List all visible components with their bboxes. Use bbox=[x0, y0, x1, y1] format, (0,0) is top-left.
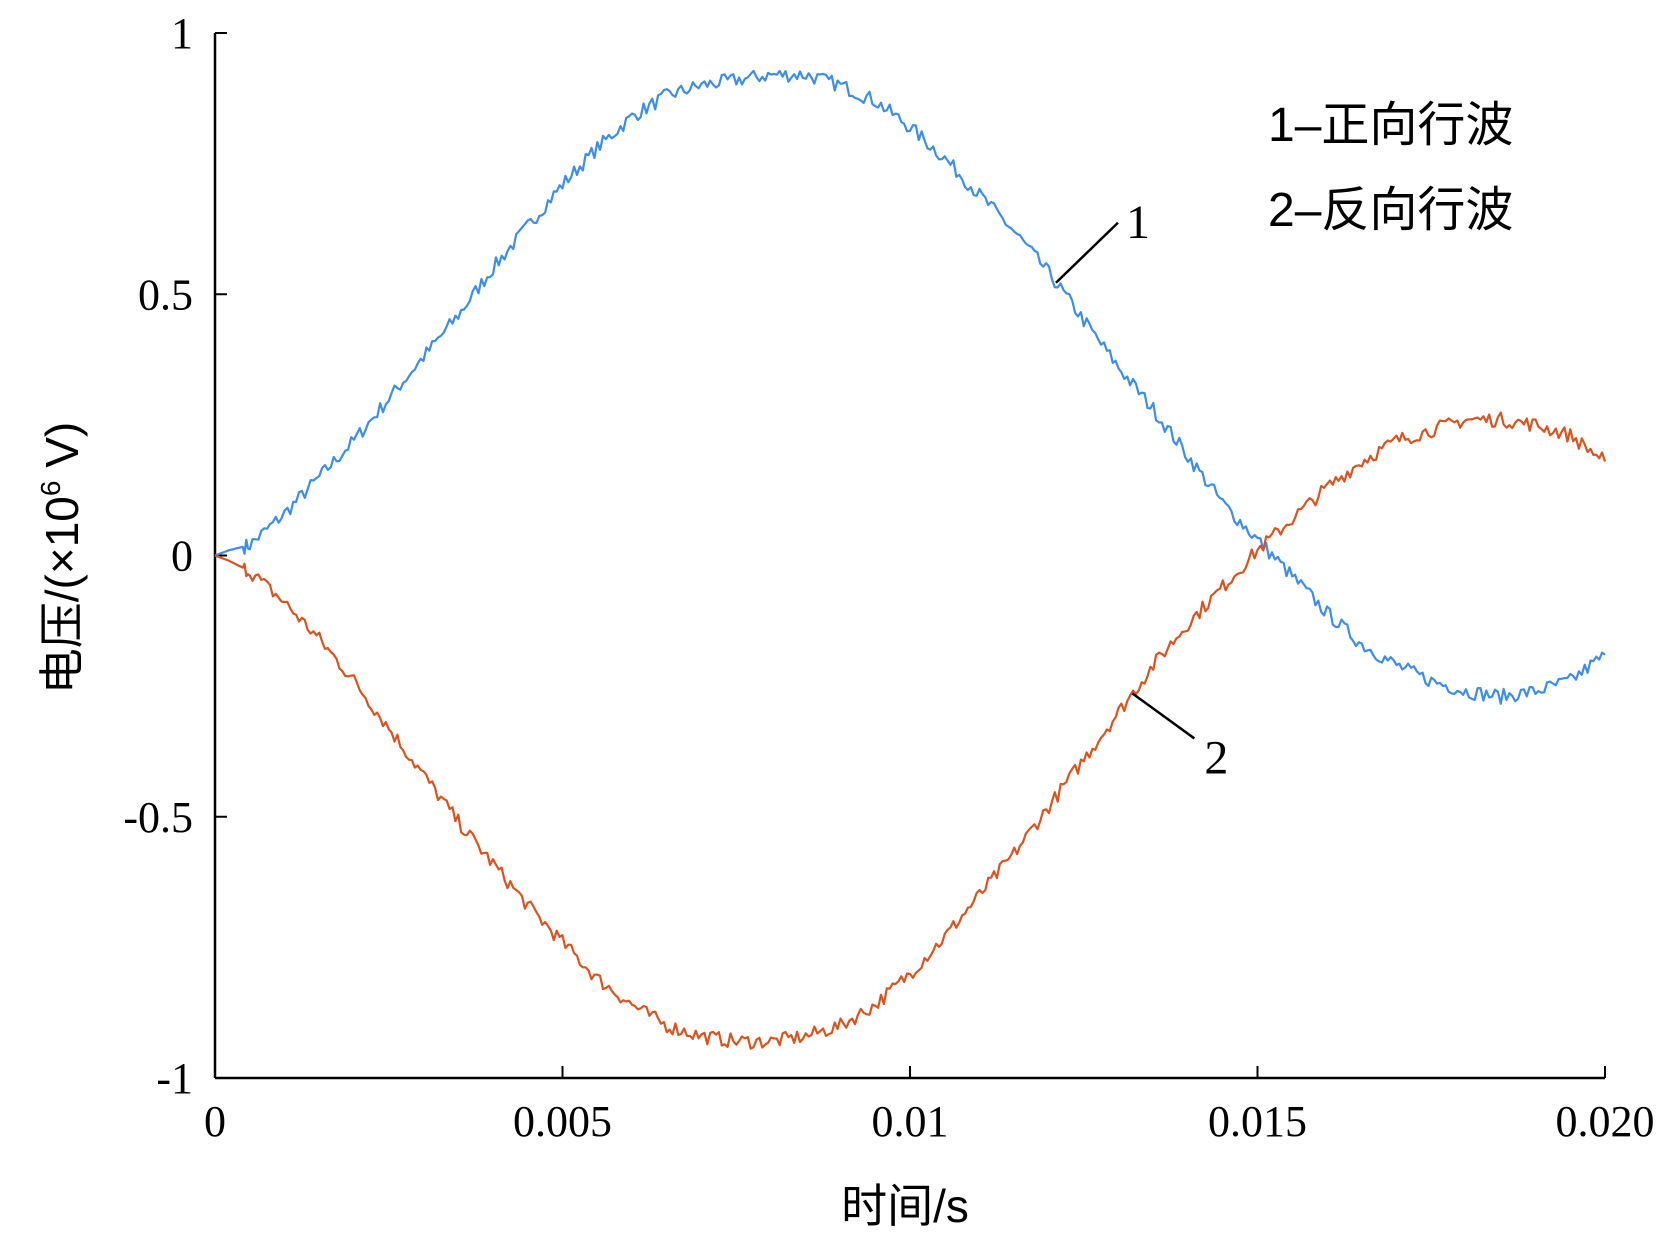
curve-label-1: 1 bbox=[1126, 196, 1150, 249]
curve-label-leader bbox=[1055, 221, 1119, 284]
curve-label-leader bbox=[1131, 692, 1196, 740]
y-tick-label: 1 bbox=[171, 9, 193, 58]
y-tick-label: -0.5 bbox=[123, 793, 193, 842]
x-tick-label: 0 bbox=[204, 1097, 226, 1146]
y-tick-label: 0.5 bbox=[138, 270, 193, 319]
y-axis-title-suffix: V) bbox=[36, 422, 88, 481]
y-tick-label: -1 bbox=[156, 1054, 193, 1103]
series-line-2 bbox=[214, 411, 1607, 1050]
y-tick-label: 0 bbox=[171, 532, 193, 581]
x-tick-label: 0.015 bbox=[1208, 1097, 1307, 1146]
x-tick-label: 0.01 bbox=[872, 1097, 949, 1146]
axes: -1 -0.5 0 0.5 1 0 0.005 0.01 0.015 0.020 bbox=[123, 9, 1654, 1146]
series-layer bbox=[214, 69, 1607, 1050]
legend-entry-1: 1–正向行波 bbox=[1268, 99, 1513, 152]
series-line-1 bbox=[214, 69, 1606, 705]
y-axis-title-exponent: 6 bbox=[35, 481, 66, 497]
x-tick-label: 0.005 bbox=[513, 1097, 612, 1146]
annotations: 12 bbox=[1055, 196, 1228, 784]
legend-entry-2: 2–反向行波 bbox=[1268, 184, 1513, 237]
y-axis-title: 电压/(×106 V) bbox=[35, 422, 88, 695]
curve-label-2: 2 bbox=[1204, 731, 1228, 784]
x-axis-title: 时间/s bbox=[841, 1180, 969, 1232]
x-tick-label: 0.020 bbox=[1556, 1097, 1655, 1146]
y-axis-title-prefix: 电压/(×10 bbox=[36, 496, 88, 694]
